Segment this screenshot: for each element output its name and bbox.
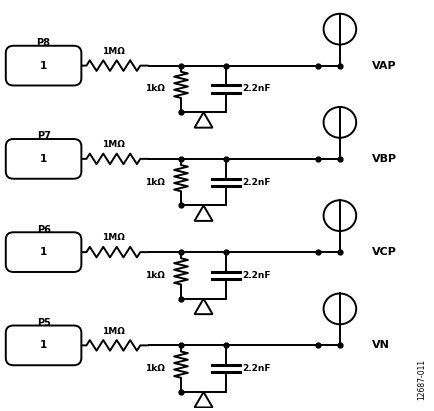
FancyBboxPatch shape	[6, 46, 81, 85]
Text: P8: P8	[36, 38, 50, 48]
Text: 1: 1	[40, 60, 47, 71]
Text: 1: 1	[40, 154, 47, 164]
Text: P5: P5	[36, 318, 50, 328]
FancyBboxPatch shape	[6, 139, 81, 179]
Text: 2.2nF: 2.2nF	[242, 364, 270, 373]
FancyBboxPatch shape	[6, 326, 81, 365]
Text: P7: P7	[36, 132, 50, 141]
Text: 2.2nF: 2.2nF	[242, 84, 270, 93]
FancyBboxPatch shape	[6, 232, 81, 272]
Text: 1kΩ: 1kΩ	[145, 84, 164, 93]
Text: 12687-011: 12687-011	[416, 359, 425, 400]
Text: 1MΩ: 1MΩ	[102, 327, 125, 336]
Text: 1MΩ: 1MΩ	[102, 140, 125, 149]
Text: 1: 1	[40, 340, 47, 351]
Text: 1MΩ: 1MΩ	[102, 233, 125, 242]
Text: P6: P6	[36, 225, 50, 235]
Text: 1: 1	[40, 247, 47, 257]
Text: VCP: VCP	[371, 247, 396, 257]
Text: VAP: VAP	[371, 60, 396, 71]
Text: 1kΩ: 1kΩ	[145, 178, 164, 187]
Text: 1kΩ: 1kΩ	[145, 271, 164, 280]
Text: VBP: VBP	[371, 154, 396, 164]
Text: 1MΩ: 1MΩ	[102, 47, 125, 56]
Text: VN: VN	[371, 340, 389, 351]
Text: 1kΩ: 1kΩ	[145, 364, 164, 373]
Text: 2.2nF: 2.2nF	[242, 271, 270, 280]
Text: 2.2nF: 2.2nF	[242, 178, 270, 187]
